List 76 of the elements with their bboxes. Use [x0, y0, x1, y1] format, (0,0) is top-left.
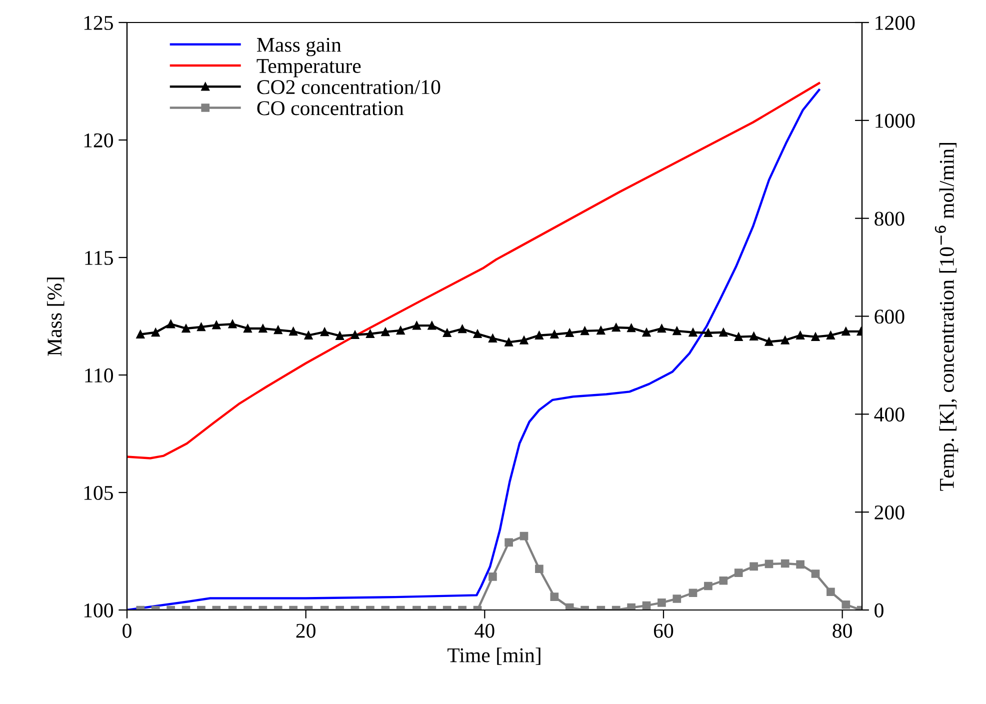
- x-tick-label: 0: [122, 624, 132, 638]
- point: [428, 321, 436, 330]
- point: [627, 603, 636, 610]
- point: [304, 331, 313, 340]
- point: [520, 532, 528, 540]
- x-tick-label: 40: [474, 624, 494, 638]
- point: [320, 328, 329, 336]
- point: [719, 328, 728, 337]
- y2-tick-label: 0: [874, 603, 884, 618]
- point: [535, 331, 544, 340]
- y-tick-label: 100: [84, 603, 114, 618]
- y-tick-label: 125: [84, 16, 113, 30]
- y2-tick-label: 1000: [876, 114, 915, 128]
- point: [750, 332, 758, 340]
- y-tick-label: 120: [84, 133, 114, 148]
- point: [796, 331, 804, 340]
- y-tick-label: 105: [84, 486, 113, 500]
- y2-tick-label: 600: [874, 310, 904, 324]
- y2-tick-label: 400: [874, 408, 904, 422]
- point: [289, 327, 298, 336]
- point: [672, 326, 682, 336]
- point: [228, 320, 237, 328]
- point: [473, 330, 482, 338]
- y2-tick-label: 800: [874, 212, 904, 226]
- point: [734, 332, 743, 341]
- y-tick-label: 110: [85, 368, 114, 382]
- point: [580, 326, 589, 336]
- point: [274, 326, 282, 334]
- y2-axis-title: Temp. [K], concentration [10$^{−6}$ mol/min]: [934, 142, 958, 491]
- point: [642, 328, 651, 337]
- point: [565, 328, 574, 338]
- line-series: [127, 82, 820, 460]
- point: [442, 328, 452, 338]
- point: [627, 324, 636, 332]
- point: [412, 321, 421, 330]
- point: [826, 331, 835, 340]
- point: [565, 603, 574, 610]
- point: [366, 330, 374, 338]
- point: [182, 324, 190, 333]
- x-tick-label: 20: [296, 624, 316, 638]
- legend-label: Temperature: [256, 59, 361, 78]
- point: [136, 330, 145, 339]
- point: [381, 328, 390, 336]
- point: [488, 334, 497, 342]
- y-tick-label: 115: [85, 250, 113, 265]
- point: [258, 324, 268, 333]
- point: [244, 324, 252, 333]
- point: [780, 336, 790, 344]
- point: [458, 324, 466, 334]
- point: [350, 330, 360, 340]
- y2-tick-label: 1200: [876, 16, 915, 30]
- point: [550, 330, 559, 339]
- legend-label: CO concentration: [257, 101, 404, 116]
- legend-label: Mass gain: [257, 38, 342, 56]
- point: [612, 323, 620, 332]
- point: [212, 320, 221, 330]
- point: [704, 328, 712, 338]
- point: [520, 336, 528, 344]
- y2-tick-label: 200: [874, 505, 904, 520]
- x-axis-title: Time [min]: [448, 648, 540, 665]
- x-tick-label: 80: [832, 624, 852, 638]
- point: [842, 327, 850, 336]
- point: [336, 332, 344, 340]
- point: [396, 326, 405, 335]
- point: [811, 332, 820, 341]
- point: [151, 328, 160, 337]
- point: [504, 338, 513, 346]
- legend-label: CO2 concentration/10: [257, 80, 440, 94]
- x-tick-label: 60: [654, 624, 674, 638]
- point: [197, 322, 206, 332]
- y-axis-title: Mass [%]: [46, 278, 64, 356]
- point: [688, 328, 698, 337]
- point: [166, 320, 175, 328]
- point: [764, 338, 774, 346]
- point: [596, 326, 606, 335]
- point: [658, 324, 666, 333]
